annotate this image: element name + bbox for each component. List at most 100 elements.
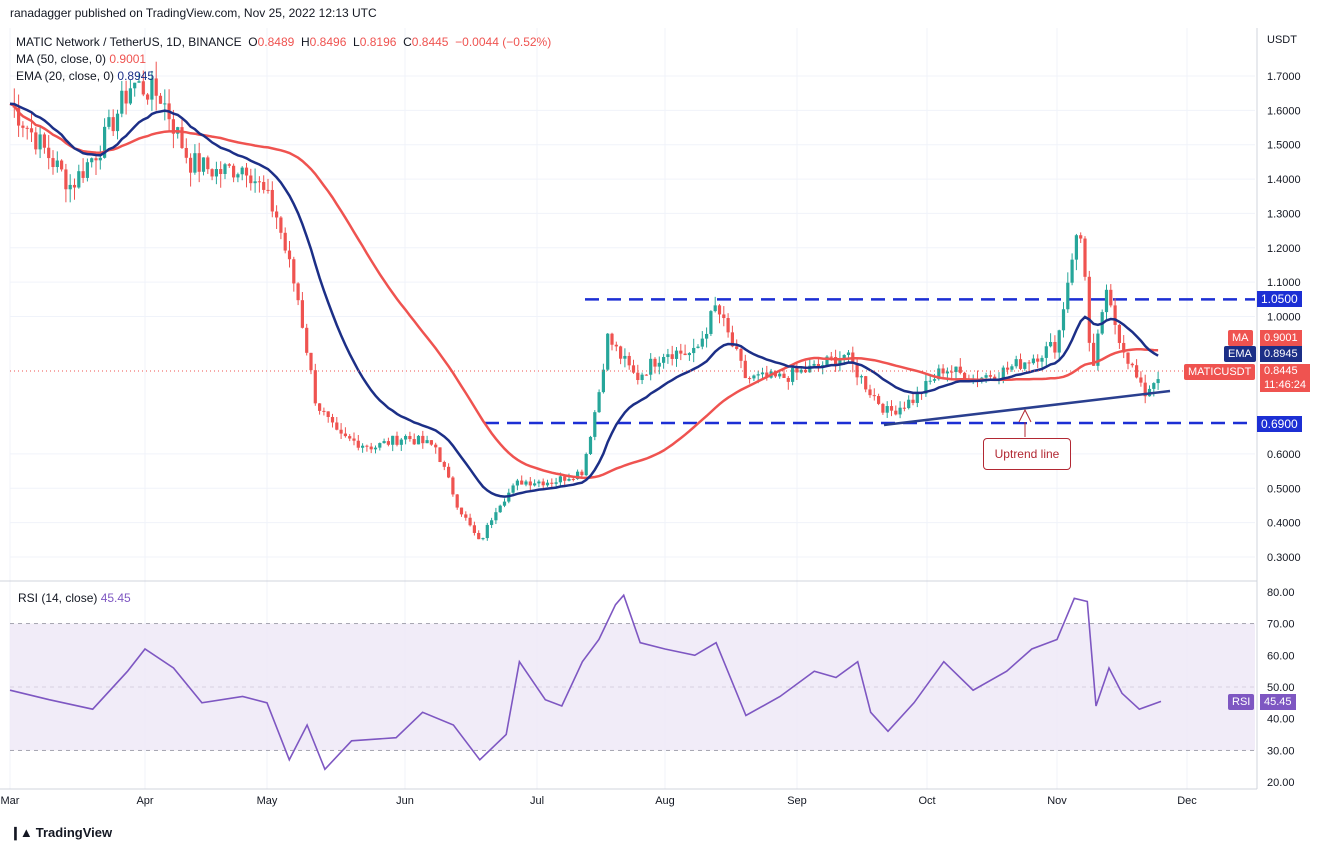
candle-body <box>593 412 597 437</box>
candle-body <box>829 356 833 358</box>
candle-body <box>1057 330 1061 353</box>
candle-body <box>434 444 438 448</box>
ma-legend[interactable]: MA (50, close, 0) 0.9001 <box>16 52 146 66</box>
rsi-tick-label: 30.00 <box>1267 745 1295 757</box>
price-tag-value: 0.8445 <box>1264 365 1298 377</box>
candle-body <box>309 352 313 371</box>
candle-body <box>528 481 532 486</box>
candle-body <box>881 403 885 413</box>
candle-body <box>713 305 717 312</box>
candle-body <box>171 119 175 134</box>
candle-body <box>1122 342 1126 353</box>
candle-body <box>189 157 193 173</box>
candle-body <box>717 305 722 315</box>
candle-body <box>369 446 373 450</box>
candle-body <box>468 517 472 526</box>
candle-body <box>378 443 382 448</box>
candle-body <box>743 360 747 379</box>
candle-body <box>275 211 279 218</box>
candle-body <box>51 158 55 168</box>
pair-tag: MATICUSDT <box>1184 364 1256 380</box>
candle-body <box>236 174 240 178</box>
candle-body <box>1040 357 1044 362</box>
candle-body <box>120 90 124 114</box>
candle-body <box>502 501 507 506</box>
candle-body <box>55 160 59 168</box>
candle-body <box>760 372 765 375</box>
candle-body <box>1027 362 1031 364</box>
rsi-legend-label: RSI (14, close) <box>18 591 98 605</box>
candle-body <box>21 125 25 128</box>
candle-body <box>1044 346 1048 358</box>
candle-body <box>197 153 201 172</box>
price-tick-label: 0.3000 <box>1267 552 1301 564</box>
tradingview-logo-icon: ❙▲ <box>10 825 33 840</box>
rsi-tick-label: 40.00 <box>1267 714 1295 726</box>
ma-tag-value: 0.9001 <box>1260 330 1302 346</box>
candle-body <box>692 347 696 354</box>
candle-body <box>382 441 386 444</box>
candle-body <box>386 441 390 445</box>
candle-body <box>859 376 863 378</box>
candle-body <box>193 153 197 173</box>
price-tick-label: 0.6000 <box>1267 449 1301 461</box>
ema-tag-value: 0.8945 <box>1260 346 1302 362</box>
candle-body <box>533 483 537 486</box>
candle-body <box>72 184 77 188</box>
horizontal-levels <box>485 298 1255 425</box>
candle-body <box>464 514 468 518</box>
rsi-band <box>10 623 1255 751</box>
currency-label: USDT <box>1267 34 1297 46</box>
candle-body <box>1126 352 1130 364</box>
candle-body <box>864 376 868 390</box>
candle-body <box>558 476 562 483</box>
candle-body <box>98 157 102 161</box>
ema-legend[interactable]: EMA (20, close, 0) 0.8945 <box>16 69 154 83</box>
candle-body <box>1001 367 1005 379</box>
candle-body <box>150 78 154 100</box>
candle-body <box>395 435 399 445</box>
symbol-title[interactable]: MATIC Network / TetherUS, 1D, BINANCE <box>16 35 242 49</box>
candle-body <box>257 181 261 183</box>
candle-body <box>799 369 803 373</box>
candle-body <box>408 435 412 440</box>
candle-body <box>803 369 808 373</box>
tradingview-footer[interactable]: ❙▲ TradingView <box>10 825 112 841</box>
candle-body <box>1014 359 1018 367</box>
candle-body <box>889 406 894 411</box>
candle-body <box>739 348 743 361</box>
candle-body <box>34 132 38 150</box>
countdown-value: 11:46:24 <box>1264 379 1307 391</box>
candle-body <box>644 374 648 376</box>
candle-body <box>722 314 726 319</box>
candle-body <box>421 435 425 444</box>
candle-body <box>748 378 752 380</box>
candle-body <box>296 283 300 301</box>
candle-body <box>674 350 679 359</box>
rsi-legend[interactable]: RSI (14, close) 45.45 <box>18 591 131 605</box>
candle-body <box>511 485 515 493</box>
ma-legend-label: MA (50, close, 0) <box>16 52 107 66</box>
candle-body <box>834 357 838 366</box>
price-tick-label: 1.1000 <box>1267 277 1301 289</box>
candle-body <box>60 160 64 170</box>
candle-body <box>1023 362 1027 369</box>
ma-legend-value: 0.9001 <box>109 52 147 66</box>
uptrend-line <box>883 389 1171 427</box>
candle-body <box>1061 309 1066 331</box>
open-label: O <box>248 35 258 49</box>
candle-body <box>545 482 550 486</box>
candle-body <box>214 169 218 177</box>
candle-body <box>326 411 330 417</box>
candle-body <box>515 480 519 486</box>
candle-body <box>447 466 451 478</box>
time-tick-label: Jul <box>530 795 544 807</box>
candle-body <box>94 158 98 161</box>
candle-body <box>451 477 455 495</box>
candle-body <box>1070 259 1074 283</box>
candle-body <box>563 476 567 481</box>
candle-body <box>636 372 640 381</box>
price-tick-label: 1.3000 <box>1267 208 1301 220</box>
candle-body <box>550 482 554 484</box>
